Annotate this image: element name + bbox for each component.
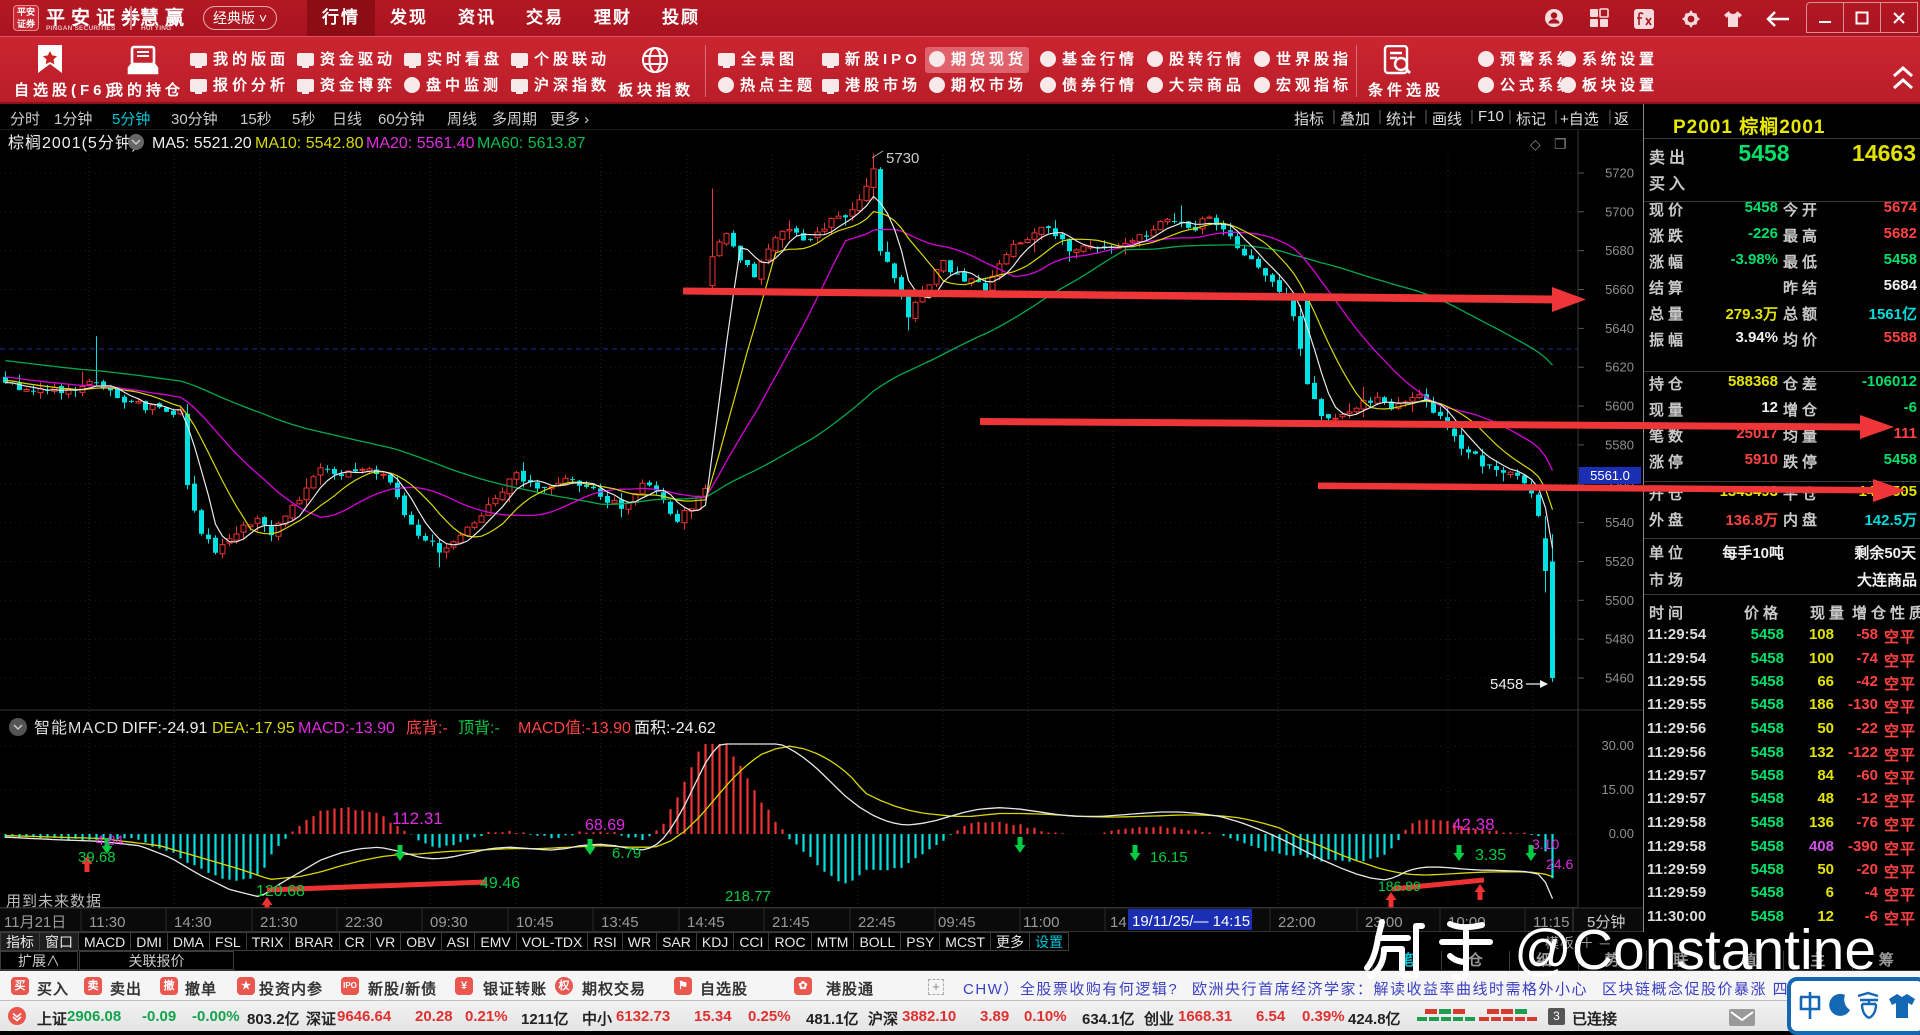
svg-text:120.68: 120.68 bbox=[256, 883, 305, 900]
svg-text:22:00: 22:00 bbox=[1278, 914, 1316, 931]
svg-text:◇: ◇ bbox=[1530, 136, 1541, 152]
svg-text:顶背:-: 顶背:- bbox=[458, 719, 500, 737]
svg-text:22:45: 22:45 bbox=[858, 914, 896, 931]
svg-text:0.00: 0.00 bbox=[1609, 826, 1634, 841]
svg-text:MACD:-13.90: MACD:-13.90 bbox=[298, 720, 395, 737]
svg-text:14:: 14: bbox=[1110, 914, 1131, 931]
svg-text:10:45: 10:45 bbox=[516, 914, 554, 931]
svg-text:MA60: 5613.87: MA60: 5613.87 bbox=[477, 135, 586, 152]
svg-text:09:45: 09:45 bbox=[938, 914, 976, 931]
svg-text:MA10: 5542.80: MA10: 5542.80 bbox=[255, 135, 364, 152]
svg-text:11:15: 11:15 bbox=[1533, 914, 1569, 931]
svg-text:30.00: 30.00 bbox=[1601, 738, 1634, 753]
svg-text:09:30: 09:30 bbox=[430, 914, 468, 931]
svg-text:15.00: 15.00 bbox=[1601, 782, 1634, 797]
svg-text:14:30: 14:30 bbox=[174, 914, 212, 931]
svg-text:5700: 5700 bbox=[1605, 204, 1634, 219]
svg-text:底背:-: 底背:- bbox=[406, 719, 448, 737]
svg-text:21:45: 21:45 bbox=[772, 914, 810, 931]
svg-text:5分钟: 5分钟 bbox=[1587, 914, 1625, 931]
svg-text:MACD值:-13.90: MACD值:-13.90 bbox=[518, 719, 631, 737]
svg-text:11:30: 11:30 bbox=[89, 914, 125, 931]
svg-text:MA20: 5561.40: MA20: 5561.40 bbox=[366, 135, 475, 152]
svg-text:5540: 5540 bbox=[1605, 515, 1634, 530]
svg-text:42.38: 42.38 bbox=[1452, 815, 1495, 834]
svg-text:5460: 5460 bbox=[1605, 671, 1634, 686]
svg-text:5500: 5500 bbox=[1605, 593, 1634, 608]
svg-text:3.35: 3.35 bbox=[1475, 847, 1506, 864]
svg-text:5561.0: 5561.0 bbox=[1590, 468, 1630, 483]
svg-text:11:00: 11:00 bbox=[1023, 914, 1059, 931]
svg-text:21:30: 21:30 bbox=[260, 914, 298, 931]
svg-text:DEA:-17.95: DEA:-17.95 bbox=[212, 720, 295, 737]
svg-text:11月21日: 11月21日 bbox=[4, 914, 66, 931]
svg-text:5720: 5720 bbox=[1605, 166, 1634, 181]
svg-text:5730: 5730 bbox=[886, 150, 919, 167]
svg-text:68.69: 68.69 bbox=[585, 817, 625, 834]
svg-text:186.89: 186.89 bbox=[1378, 878, 1421, 894]
svg-text:14:45: 14:45 bbox=[687, 914, 725, 931]
svg-text:6.79: 6.79 bbox=[612, 845, 641, 862]
svg-text:5660: 5660 bbox=[1605, 282, 1634, 297]
svg-text:DIFF:-24.91: DIFF:-24.91 bbox=[122, 720, 207, 737]
svg-text:112.31: 112.31 bbox=[392, 809, 443, 828]
svg-text:5600: 5600 bbox=[1605, 399, 1634, 414]
svg-text:3.10: 3.10 bbox=[1532, 836, 1559, 852]
svg-text:棕榈2001(5分钟): 棕榈2001(5分钟) bbox=[8, 134, 138, 152]
svg-text:39.68: 39.68 bbox=[78, 849, 116, 866]
svg-text:MA5: 5521.20: MA5: 5521.20 bbox=[152, 135, 252, 152]
svg-text:智能MACD: 智能MACD bbox=[34, 719, 119, 737]
svg-text:5580: 5580 bbox=[1605, 437, 1634, 452]
svg-text:13:45: 13:45 bbox=[601, 914, 639, 931]
svg-text:5620: 5620 bbox=[1605, 360, 1634, 375]
svg-text:5520: 5520 bbox=[1605, 554, 1634, 569]
svg-text:❐: ❐ bbox=[1554, 136, 1567, 152]
svg-text:5680: 5680 bbox=[1605, 243, 1634, 258]
svg-text:49.46: 49.46 bbox=[480, 875, 520, 892]
svg-text:22:30: 22:30 bbox=[345, 914, 383, 931]
svg-text:5480: 5480 bbox=[1605, 632, 1634, 647]
svg-text:5458: 5458 bbox=[1490, 676, 1523, 693]
svg-text:218.77: 218.77 bbox=[725, 888, 771, 905]
svg-text:面积:-24.62: 面积:-24.62 bbox=[634, 719, 716, 737]
svg-text:用到未来数据: 用到未来数据 bbox=[6, 893, 102, 910]
svg-text:5640: 5640 bbox=[1605, 321, 1634, 336]
svg-text:24.6: 24.6 bbox=[1546, 856, 1573, 872]
svg-text:4.84: 4.84 bbox=[96, 832, 123, 848]
svg-text:19/11/25/— 14:15: 19/11/25/— 14:15 bbox=[1132, 913, 1250, 930]
svg-text:16.15: 16.15 bbox=[1150, 849, 1188, 866]
